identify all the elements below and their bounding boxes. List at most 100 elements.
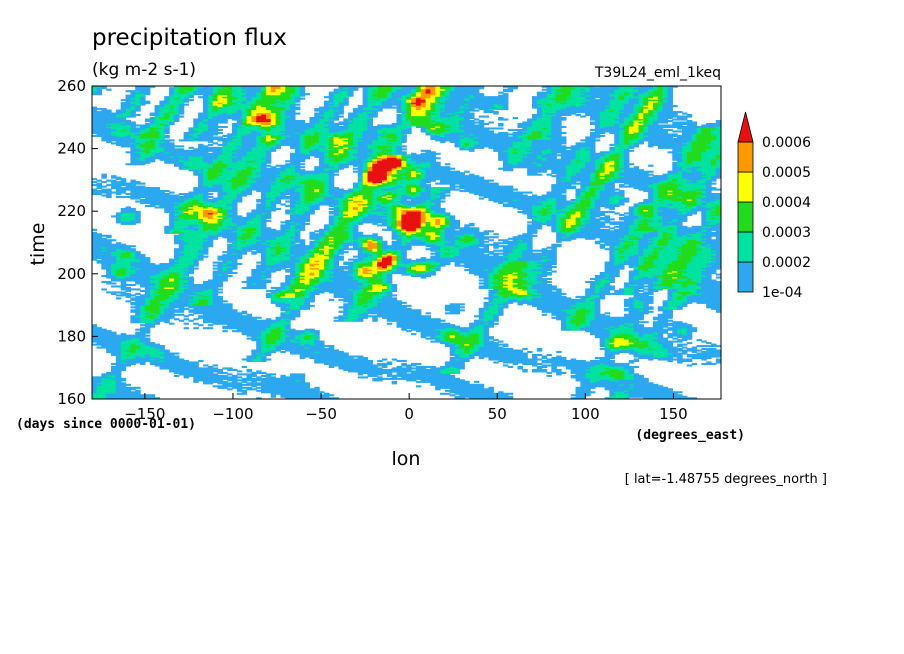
precip-cell: [716, 350, 721, 352]
precip-cell: [426, 369, 431, 371]
precip-cell: [329, 345, 334, 347]
precip-cell: [324, 348, 329, 350]
precip-cell: [329, 394, 334, 396]
precip-cell: [363, 376, 368, 378]
precip-cell: [629, 360, 634, 362]
precip-cell: [309, 388, 314, 390]
precip-cell: [580, 296, 585, 298]
precip-cell: [711, 344, 716, 346]
precip-cell: [174, 314, 179, 316]
precip-cell: [527, 351, 532, 353]
precip-cell: [503, 348, 508, 350]
precip-cell: [445, 390, 450, 392]
precip-cell: [508, 396, 513, 398]
precip-cell: [266, 318, 271, 320]
precip-cell: [619, 317, 624, 319]
precip-cell: [237, 373, 242, 375]
precip-cell: [387, 323, 392, 325]
precip-cell: [106, 330, 111, 332]
precip-cell: [271, 320, 276, 322]
precip-cell: [643, 321, 648, 323]
precip-cell: [406, 373, 411, 375]
precip-cell: [401, 302, 406, 304]
precip-cell: [198, 324, 203, 326]
precip-cell: [547, 354, 552, 356]
precip-cell: [256, 376, 261, 378]
precip-cell: [338, 315, 343, 317]
precip-cell: [126, 284, 131, 286]
precip-cell: [305, 329, 310, 331]
precip-cell: [479, 384, 484, 386]
precip-cell: [392, 381, 397, 383]
precip-cell: [677, 348, 682, 350]
precip-cell: [222, 381, 227, 383]
precip-cell: [643, 291, 648, 293]
precip-cell: [474, 384, 479, 386]
precip-cell: [667, 341, 672, 343]
precip-cell: [498, 341, 503, 343]
precip-cell: [130, 302, 135, 304]
precip-cell: [576, 296, 581, 298]
precip-cell: [237, 382, 242, 384]
precip-cell: [469, 323, 474, 325]
precip-cell: [488, 341, 493, 343]
precip-cell: [421, 315, 426, 317]
precip-cell: [576, 387, 581, 389]
precip-cell: [222, 330, 227, 332]
precip-cell: [614, 363, 619, 365]
precip-cell: [266, 293, 271, 295]
precip-cell: [174, 352, 179, 354]
precip-cell: [614, 317, 619, 319]
precip-cell: [208, 327, 213, 329]
precip-cell: [276, 287, 281, 289]
precip-cell: [469, 384, 474, 386]
precip-cell: [411, 363, 416, 365]
precip-cell: [222, 367, 227, 369]
precip-cell: [474, 381, 479, 383]
precip-cell: [503, 344, 508, 346]
precip-cell: [97, 347, 102, 349]
precip-cell: [256, 317, 261, 319]
precip-cell: [406, 305, 411, 307]
precip-cell: [184, 318, 189, 320]
precip-cell: [164, 350, 169, 352]
precip-cell: [135, 332, 140, 334]
precip-cell: [450, 394, 455, 396]
precip-cell: [242, 387, 247, 389]
precip-cell: [561, 372, 566, 374]
precip-cell: [338, 351, 343, 353]
precip-cell: [609, 285, 614, 287]
precip-cell: [459, 303, 464, 305]
precip-cell: [309, 305, 314, 307]
precip-cell: [256, 387, 261, 389]
precip-cell: [687, 364, 692, 366]
precip-cell: [329, 299, 334, 301]
precip-cell: [145, 335, 150, 337]
precip-cell: [334, 317, 339, 319]
precip-cell: [629, 297, 634, 299]
precip-cell: [706, 345, 711, 347]
precip-cell: [508, 348, 513, 350]
precip-cell: [174, 318, 179, 320]
precip-cell: [411, 309, 416, 311]
precip-cell: [658, 385, 663, 387]
precip-cell: [271, 376, 276, 378]
precip-cell: [227, 373, 232, 375]
precip-cell: [126, 387, 131, 389]
precip-cell: [121, 291, 126, 293]
precip-cell: [716, 345, 721, 347]
precip-cell: [256, 320, 261, 322]
precip-cell: [667, 333, 672, 335]
precip-cell: [184, 327, 189, 329]
precip-cell: [135, 293, 140, 295]
precip-cell: [590, 360, 595, 362]
precip-cell: [609, 317, 614, 319]
precip-cell: [130, 306, 135, 308]
precip-cell: [547, 364, 552, 366]
precip-cell: [440, 320, 445, 322]
precip-cell: [242, 373, 247, 375]
precip-cell: [392, 375, 397, 377]
precip-cell: [130, 391, 135, 393]
precip-cell: [450, 375, 455, 377]
precip-cell: [261, 378, 266, 380]
